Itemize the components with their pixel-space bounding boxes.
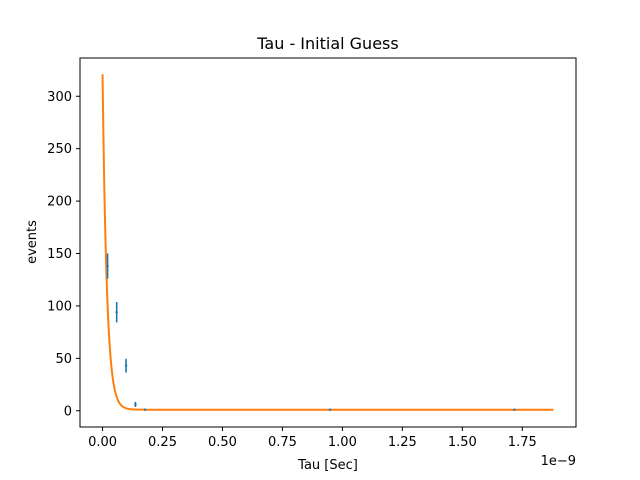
x-tick-label: 0.50 bbox=[208, 435, 237, 450]
axes-frame bbox=[79, 57, 577, 428]
x-tick-label: 0.00 bbox=[88, 435, 117, 450]
fit-curve bbox=[101, 74, 554, 411]
y-tick-label: 0 bbox=[64, 404, 72, 419]
x-tick-label: 1.75 bbox=[508, 435, 537, 450]
x-tick-label: 1.25 bbox=[388, 435, 417, 450]
plot-area bbox=[79, 57, 577, 428]
data-layer bbox=[106, 253, 516, 411]
x-tick-label: 1.00 bbox=[328, 435, 357, 450]
fit-layer bbox=[101, 74, 554, 411]
x-axis: 0.00 0.25 0.50 0.75 1.00 1.25 1.50 1.75 bbox=[88, 427, 537, 450]
y-axis-label: events bbox=[25, 220, 40, 264]
x-tick-label: 0.25 bbox=[148, 435, 177, 450]
y-axis: 0 50 100 150 200 250 300 bbox=[47, 90, 80, 419]
x-axis-offset-label: 1e−9 bbox=[541, 454, 576, 469]
chart-title: Tau - Initial Guess bbox=[256, 34, 398, 53]
x-axis-label: Tau [Sec] bbox=[297, 458, 358, 473]
data-point bbox=[115, 302, 118, 323]
data-point bbox=[513, 408, 516, 411]
data-point bbox=[143, 408, 147, 411]
data-point bbox=[328, 408, 332, 411]
data-point bbox=[124, 358, 128, 373]
data-point bbox=[106, 253, 109, 279]
x-tick-label: 0.75 bbox=[268, 435, 297, 450]
y-tick-label: 200 bbox=[47, 195, 72, 210]
y-tick-label: 150 bbox=[47, 247, 72, 262]
x-tick-label: 1.50 bbox=[448, 435, 477, 450]
y-tick-label: 100 bbox=[47, 299, 72, 314]
y-tick-label: 300 bbox=[47, 90, 72, 105]
y-tick-label: 50 bbox=[55, 352, 72, 367]
data-point bbox=[134, 401, 137, 407]
y-tick-label: 250 bbox=[47, 142, 72, 157]
